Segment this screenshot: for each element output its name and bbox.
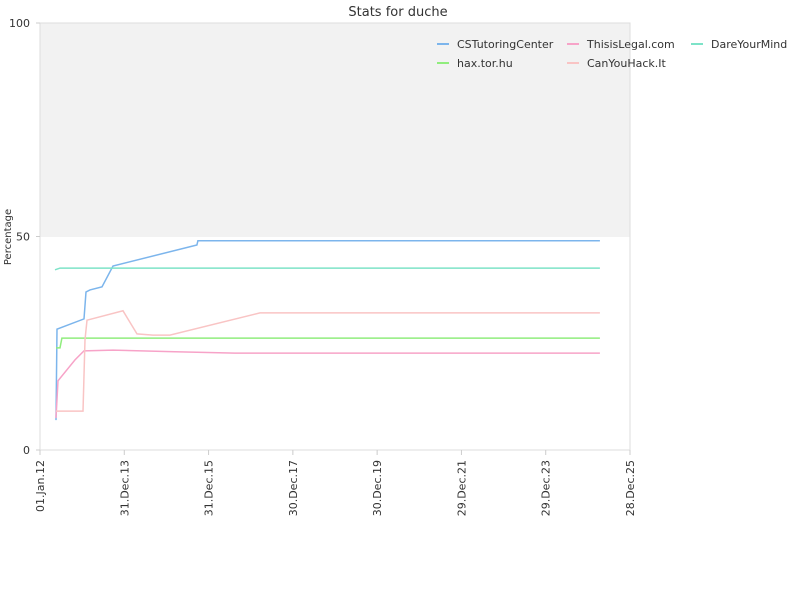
legend-label: hax.tor.hu bbox=[457, 57, 513, 70]
shaded-band bbox=[40, 23, 630, 237]
chart-title: Stats for duche bbox=[348, 5, 447, 20]
y-tick-label: 50 bbox=[16, 231, 30, 244]
legend-label: CSTutoringCenter bbox=[457, 38, 554, 51]
legend-label: CanYouHack.It bbox=[587, 57, 667, 70]
x-tick-label: 28.Dec.25 bbox=[624, 460, 637, 516]
series-line bbox=[56, 337, 600, 349]
legend-item: hax.tor.hu bbox=[437, 57, 513, 70]
x-tick-label: 29.Dec.23 bbox=[540, 460, 553, 516]
x-tick-label: 30.Dec.19 bbox=[371, 460, 384, 516]
legend-item: ThisisLegal.com bbox=[567, 38, 675, 51]
legend-label: DareYourMind bbox=[711, 38, 787, 51]
legend-label: ThisisLegal.com bbox=[586, 38, 675, 51]
x-tick-label: 31.Dec.15 bbox=[203, 460, 216, 516]
series-line bbox=[55, 349, 600, 419]
x-tick-label: 31.Dec.13 bbox=[118, 460, 131, 516]
series-line bbox=[55, 240, 600, 421]
series-line bbox=[56, 309, 600, 412]
series-line bbox=[54, 267, 600, 271]
legend-item: DareYourMind bbox=[691, 38, 787, 51]
x-tick-label: 30.Dec.17 bbox=[287, 460, 300, 516]
legend-item: CSTutoringCenter bbox=[437, 38, 554, 51]
x-tick-label: 01.Jan.12 bbox=[34, 460, 47, 512]
x-tick-label: 29.Dec.21 bbox=[455, 460, 468, 516]
legend-item: CanYouHack.It bbox=[567, 57, 667, 70]
y-tick-label: 100 bbox=[9, 17, 30, 30]
y-tick-label: 0 bbox=[23, 444, 30, 457]
y-axis-label: Percentage bbox=[3, 209, 14, 265]
